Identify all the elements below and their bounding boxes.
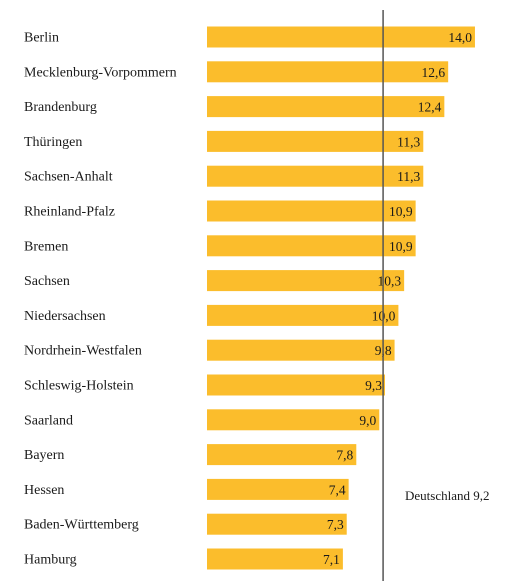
bar	[207, 374, 386, 396]
value-label: 7,1	[323, 552, 340, 567]
category-label: Bayern	[24, 448, 64, 463]
bar	[207, 409, 380, 431]
category-label: Rheinland-Pfalz	[24, 205, 115, 220]
bar	[207, 548, 343, 570]
value-label: 12,6	[422, 65, 446, 80]
category-label: Hessen	[24, 483, 64, 498]
bar	[207, 235, 416, 257]
bar	[207, 513, 347, 535]
category-label: Mecklenburg-Vorpommern	[24, 65, 177, 80]
value-label: 10,3	[378, 274, 402, 289]
value-label: 9,3	[365, 378, 382, 393]
bar	[207, 61, 449, 83]
category-label: Niedersachsen	[24, 309, 106, 324]
value-label: 10,9	[389, 204, 413, 219]
value-label: 7,8	[336, 448, 353, 463]
category-label: Schleswig-Holstein	[24, 379, 134, 394]
value-label: 11,3	[397, 134, 420, 149]
value-label: 12,4	[418, 100, 442, 115]
bars-group: Berlin 14,0 Mecklenburg-Vorpommern 12,6 Bran…	[24, 26, 475, 570]
category-label: Hamburg	[24, 553, 77, 568]
category-label: Brandenburg	[24, 100, 97, 115]
value-label: 14,0	[448, 30, 472, 45]
bar	[207, 130, 424, 152]
category-label: Bremen	[24, 239, 68, 254]
value-label: 11,3	[397, 169, 420, 184]
value-label: 10,9	[389, 239, 413, 254]
reference-line-label: Deutschland 9,2	[405, 488, 489, 503]
bar	[207, 478, 349, 500]
category-label: Thüringen	[24, 135, 82, 150]
category-label: Saarland	[24, 413, 73, 428]
bar	[207, 339, 395, 361]
bar	[207, 200, 416, 222]
bar	[207, 444, 357, 466]
bar	[207, 26, 475, 48]
value-label: 9,0	[359, 413, 376, 428]
value-label: 7,4	[329, 482, 346, 497]
value-label: 7,3	[327, 517, 344, 532]
bar	[207, 304, 399, 326]
category-label: Baden-Württemberg	[24, 518, 139, 533]
category-label: Sachsen-Anhalt	[24, 170, 113, 185]
bar	[207, 270, 405, 292]
category-label: Berlin	[24, 31, 59, 46]
category-label: Sachsen	[24, 274, 70, 289]
category-label: Nordrhein-Westfalen	[24, 344, 142, 359]
bar	[207, 165, 424, 187]
bar	[207, 96, 445, 118]
